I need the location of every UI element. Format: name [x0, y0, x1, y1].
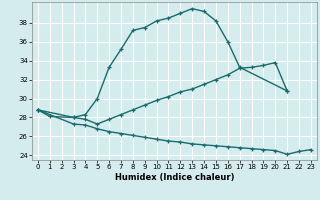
X-axis label: Humidex (Indice chaleur): Humidex (Indice chaleur) — [115, 173, 234, 182]
